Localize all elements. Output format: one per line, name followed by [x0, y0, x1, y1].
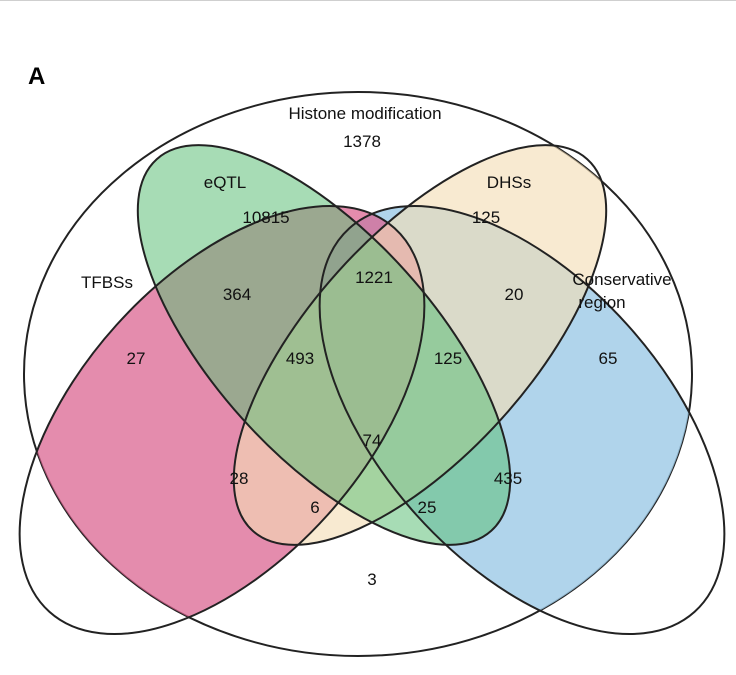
count-dhs-conservative: 20	[505, 285, 524, 304]
count-tfbs-only: 27	[127, 349, 146, 368]
count-tfbs-eqtl: 364	[223, 285, 251, 304]
dhs-set-outline	[232, 144, 608, 546]
count-tfbs-dhs: 28	[230, 469, 249, 488]
conservative-set-label-line2: region	[578, 293, 625, 312]
tfbs-set-label: TFBSs	[81, 273, 133, 292]
count-tfbs-eqtl-conservative: 25	[418, 498, 437, 517]
count-dhs-only: 125	[472, 208, 500, 227]
count-eqtl-conservative: 435	[494, 469, 522, 488]
count-histone-only: 1378	[343, 132, 381, 151]
count-tfbs-eqtl-dhs: 493	[286, 349, 314, 368]
count-conservative-only: 65	[599, 349, 618, 368]
conservative-region-set-outline	[318, 205, 726, 635]
dhs-set-label: DHSs	[487, 173, 531, 192]
tfbs-set-outline	[18, 205, 426, 635]
eqtl-set-label: eQTL	[204, 173, 247, 192]
count-all-four: 74	[363, 431, 382, 450]
panel-label: A	[28, 63, 45, 90]
histone-set-label: Histone modification	[288, 104, 441, 123]
count-eqtl-dhs: 1221	[355, 268, 393, 287]
eqtl-set-outline	[136, 144, 512, 546]
count-eqtl-dhs-conservative: 125	[434, 349, 462, 368]
conservative-set-label-line1: Conservative	[572, 270, 671, 289]
count-eqtl-only: 10815	[242, 208, 289, 227]
count-tfbs-dhs-conservative: 6	[310, 498, 319, 517]
top-border-line	[0, 0, 736, 1]
count-tfbs-conservative: 3	[367, 570, 376, 589]
